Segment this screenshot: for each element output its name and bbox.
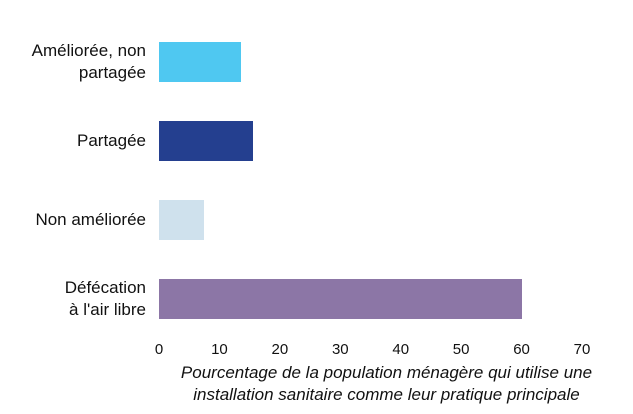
- x-tick-label: 0: [154, 341, 164, 358]
- x-tick-label: 30: [331, 341, 349, 358]
- bar: [159, 199, 205, 240]
- y-tick-label: Partagée: [77, 130, 146, 150]
- bar: [159, 278, 522, 319]
- y-tick-label: Non améliorée: [35, 209, 146, 229]
- x-tick-label: 20: [271, 341, 289, 358]
- x-tick-label: 10: [211, 341, 228, 358]
- y-tick-label: Défécation à l'air libre: [64, 277, 146, 319]
- x-tick-label: 60: [513, 341, 530, 358]
- x-axis-label: Pourcentage de la population ménagère qu…: [180, 363, 593, 404]
- y-tick-label: Améliorée, non partagée: [31, 40, 146, 82]
- bar: [159, 120, 253, 161]
- bar: [159, 41, 241, 82]
- x-tick-label: 70: [573, 341, 591, 358]
- x-tick-label: 40: [392, 341, 410, 358]
- x-tick-label: 50: [452, 341, 470, 358]
